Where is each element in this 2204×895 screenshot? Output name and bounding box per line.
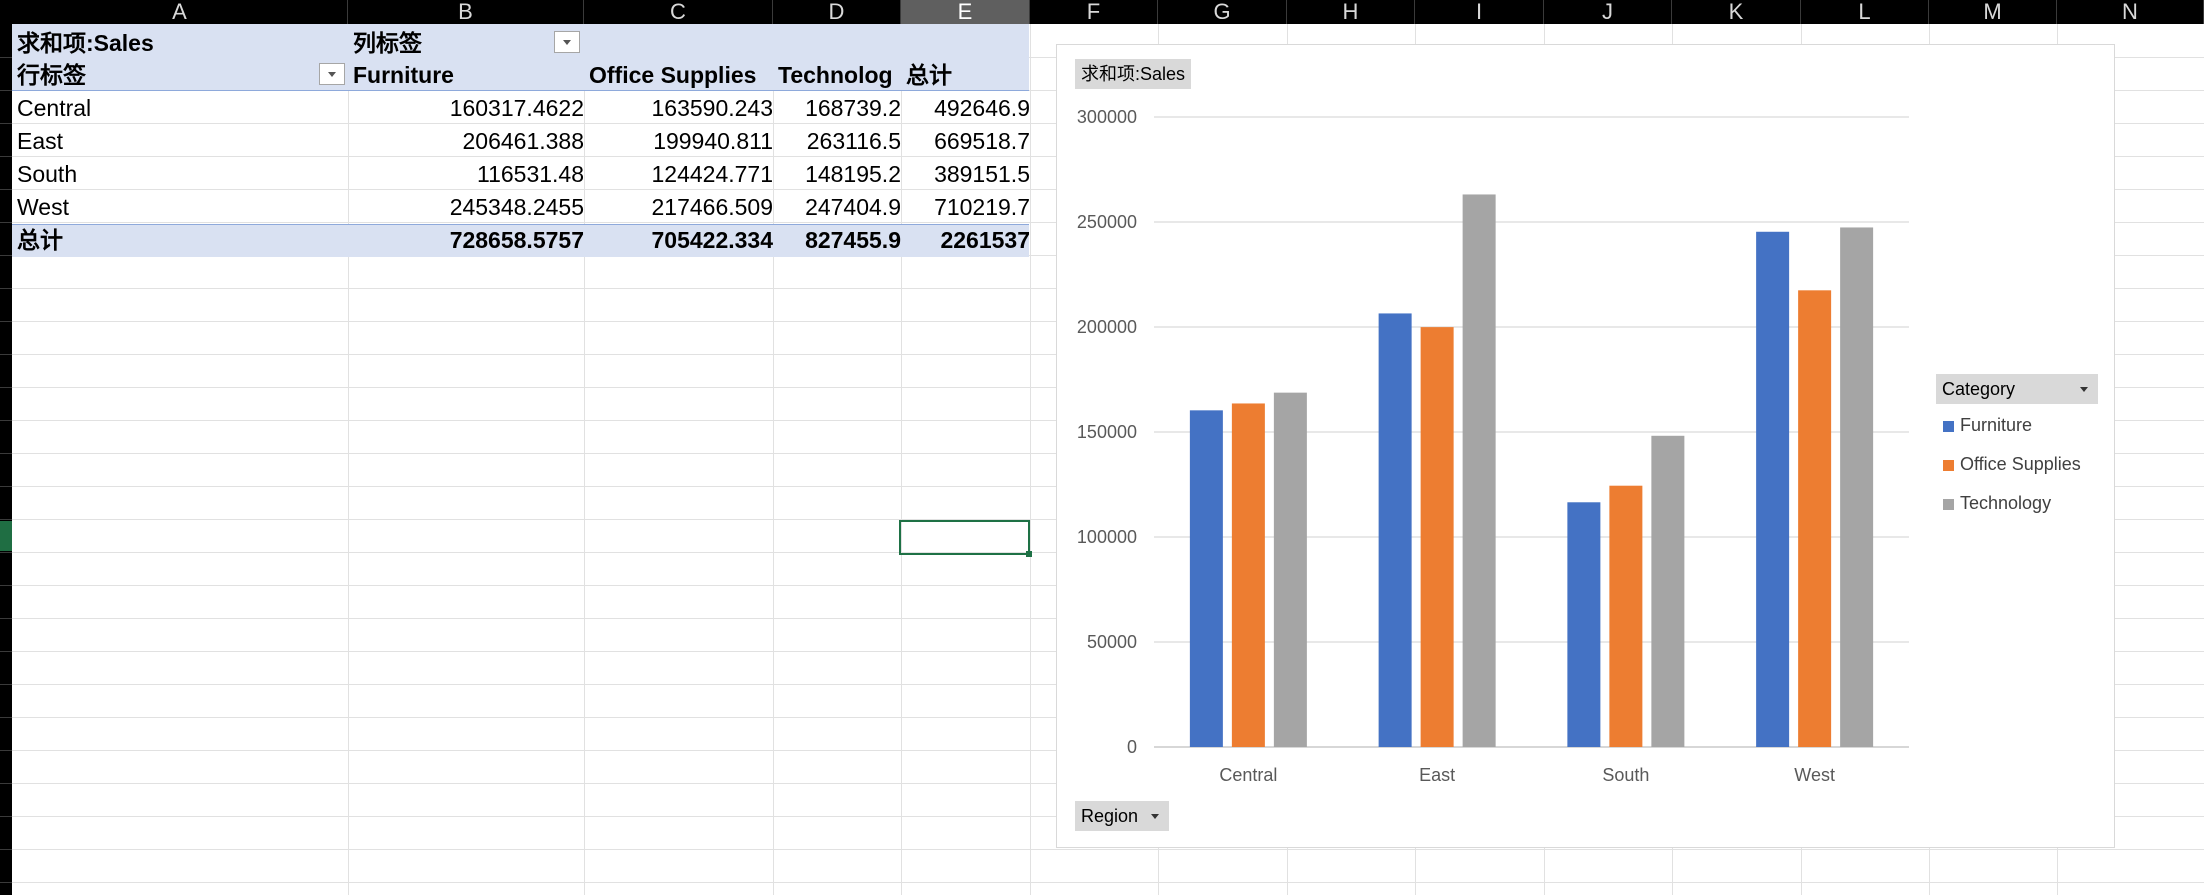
bar-central-technology[interactable] <box>1273 392 1307 747</box>
pivot-row-label-cell: Central <box>17 95 92 121</box>
bar-south-furniture[interactable] <box>1567 502 1601 747</box>
column-header-A[interactable]: A <box>12 0 348 24</box>
chart-plot-area: 0 50000 100000 150000 200000 250000 300000 Cent… <box>1077 107 1909 785</box>
axis-dropdown-icon <box>1151 814 1159 819</box>
pivot-value-cell: 199940.811 <box>653 128 773 154</box>
pivot-col-header: Technolog <box>778 62 893 88</box>
y-tick-label: 150000 <box>1077 422 1137 442</box>
row-header-bar <box>0 24 12 895</box>
pivot-value-cell: 247404.9 <box>805 194 901 220</box>
pivot-value-cell: 389151.5 <box>934 161 1030 187</box>
pivot-header-band <box>12 24 1029 90</box>
pivot-value-cell: 148195.2 <box>805 161 901 187</box>
pivot-value-cell: 669518.7 <box>934 128 1030 154</box>
pivot-chart[interactable]: 求和项:Sales 0 50000 100000 150000 200000 250000… <box>1056 44 2115 848</box>
pivot-total-cell: 705422.334 <box>651 227 773 253</box>
bar-west-technology[interactable] <box>1840 227 1874 747</box>
pivot-total-band <box>12 224 1029 257</box>
x-category-label: Central <box>1219 765 1277 785</box>
value-field-button[interactable]: 求和项:Sales <box>1075 59 1192 89</box>
pivot-row-label-cell: East <box>17 128 64 154</box>
selected-row-marker <box>0 521 12 551</box>
legend-item[interactable]: Office Supplies <box>1943 453 2081 475</box>
col-filter-dropdown-icon[interactable] <box>554 31 580 53</box>
y-tick-label: 250000 <box>1077 212 1137 232</box>
axis-field-button[interactable]: Region <box>1075 801 1169 831</box>
selected-cell[interactable] <box>899 520 1032 557</box>
x-category-label: West <box>1794 765 1835 785</box>
bar-central-furniture[interactable] <box>1189 410 1223 747</box>
y-tick-label: 100000 <box>1077 527 1137 547</box>
legend-label: Office Supplies <box>1960 454 2081 474</box>
column-header-D[interactable]: D <box>773 0 901 24</box>
legend-item[interactable]: Furniture <box>1943 414 2032 436</box>
legend-label: Technology <box>1960 493 2052 513</box>
pivot-row-label-cell: West <box>17 194 69 220</box>
pivot-value-cell: 163590.243 <box>651 95 773 121</box>
axis-field-label: Region <box>1081 806 1139 826</box>
legend-dropdown-icon <box>2080 387 2088 392</box>
x-category-label: East <box>1419 765 1455 785</box>
column-header-F[interactable]: F <box>1030 0 1158 24</box>
bar-west-office-supplies[interactable] <box>1798 290 1832 747</box>
bar-east-office-supplies[interactable] <box>1420 327 1454 747</box>
y-tick-label: 0 <box>1127 737 1137 757</box>
bar-east-furniture[interactable] <box>1378 313 1412 747</box>
y-tick-label: 50000 <box>1087 632 1137 652</box>
bar-central-office-supplies[interactable] <box>1231 403 1265 747</box>
y-tick-label: 200000 <box>1077 317 1137 337</box>
column-header-J[interactable]: J <box>1544 0 1672 24</box>
pivot-header-divider <box>12 90 1029 91</box>
pivot-value-cell: 245348.2455 <box>449 194 584 220</box>
column-header-G[interactable]: G <box>1158 0 1287 24</box>
column-header-H[interactable]: H <box>1287 0 1415 24</box>
pivot-total-cell: 827455.9 <box>805 227 901 253</box>
pivot-col-header: 总计 <box>906 62 952 88</box>
bar-south-office-supplies[interactable] <box>1609 485 1643 747</box>
pivot-row-label-cell: South <box>17 161 78 187</box>
row-filter-dropdown-icon[interactable] <box>319 63 345 85</box>
column-header-B[interactable]: B <box>348 0 584 24</box>
pivot-value-cell: 124424.771 <box>651 161 773 187</box>
y-tick-label: 300000 <box>1077 107 1137 127</box>
pivot-value-cell: 217466.509 <box>651 194 773 220</box>
pivot-value-cell: 492646.9 <box>934 95 1030 121</box>
column-header-N[interactable]: N <box>2057 0 2204 24</box>
pivot-total-cell: 2261537 <box>940 227 1030 253</box>
pivot-row-label: 行标签 <box>17 62 86 88</box>
legend-label: Furniture <box>1960 415 2033 435</box>
pivot-total-label: 总计 <box>17 227 63 253</box>
pivot-col-header: Furniture <box>353 62 454 88</box>
pivot-value-cell: 168739.2 <box>805 95 901 121</box>
legend-field-button[interactable]: Category <box>1936 374 2098 404</box>
legend-swatch <box>1943 420 1954 432</box>
legend-swatch <box>1943 498 1954 510</box>
legend-swatch <box>1943 459 1954 471</box>
pivot-col-label: 列标签 <box>353 30 422 56</box>
pivot-total-cell: 728658.5757 <box>449 227 584 253</box>
pivot-value-cell: 710219.7 <box>934 194 1030 220</box>
bar-south-technology[interactable] <box>1651 435 1685 747</box>
column-header-E[interactable]: E <box>901 0 1030 24</box>
pivot-value-cell: 263116.5 <box>806 128 901 154</box>
column-header-M[interactable]: M <box>1929 0 2057 24</box>
legend-field-label: Category <box>1942 379 2016 399</box>
pivot-value-cell: 206461.388 <box>462 128 584 154</box>
pivot-value-field: 求和项:Sales <box>17 30 154 56</box>
column-header-I[interactable]: I <box>1415 0 1544 24</box>
column-header-L[interactable]: L <box>1801 0 1929 24</box>
bar-west-furniture[interactable] <box>1756 231 1790 748</box>
pivot-value-cell: 160317.4622 <box>449 95 584 121</box>
x-category-label: South <box>1602 765 1649 785</box>
legend-item[interactable]: Technology <box>1943 492 2051 514</box>
pivot-col-header: Office Supplies <box>589 62 757 88</box>
column-header-C[interactable]: C <box>584 0 773 24</box>
pivot-value-cell: 116531.48 <box>476 161 584 187</box>
bar-east-technology[interactable] <box>1462 194 1496 748</box>
column-header-K[interactable]: K <box>1672 0 1801 24</box>
